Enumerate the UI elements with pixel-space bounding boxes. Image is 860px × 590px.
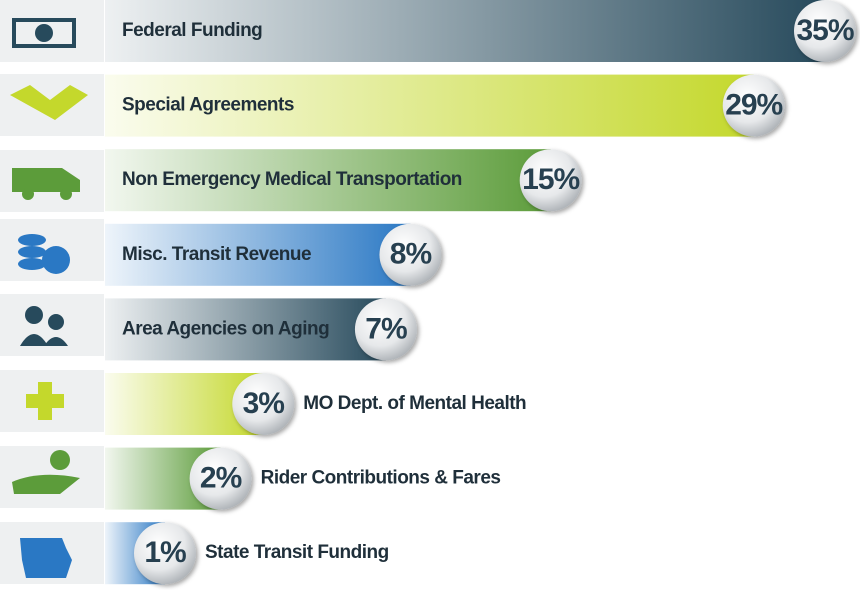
bar — [105, 298, 386, 361]
category-label: Rider Contributions & Fares — [261, 468, 501, 489]
value-label: 35% — [796, 14, 853, 47]
bar — [105, 74, 754, 137]
bar — [105, 149, 551, 212]
value-label: 29% — [725, 89, 782, 122]
value-badge — [722, 74, 785, 137]
category-label: MO Dept. of Mental Health — [303, 393, 526, 414]
category-label: State Transit Funding — [205, 542, 389, 563]
value-badge — [794, 0, 856, 62]
value-badge — [354, 298, 417, 361]
value-badge — [379, 223, 442, 286]
value-badge — [189, 447, 252, 510]
bar — [105, 223, 411, 286]
bar — [105, 0, 825, 62]
category-label: Non Emergency Medical Transportation — [122, 169, 462, 190]
category-label: Special Agreements — [122, 95, 294, 116]
value-badge — [134, 522, 196, 585]
value-label: 7% — [365, 312, 407, 345]
value-label: 2% — [200, 462, 242, 495]
icons — [0, 0, 104, 584]
value-label: 1% — [144, 536, 186, 569]
value-label: 8% — [390, 238, 432, 271]
category-label: Misc. Transit Revenue — [122, 244, 311, 265]
value-label: 15% — [522, 163, 579, 196]
value-badge — [232, 373, 295, 435]
value-label: 3% — [243, 387, 285, 420]
value-badge — [519, 149, 582, 212]
category-label: Federal Funding — [122, 20, 262, 41]
category-label: Area Agencies on Aging — [122, 318, 329, 339]
